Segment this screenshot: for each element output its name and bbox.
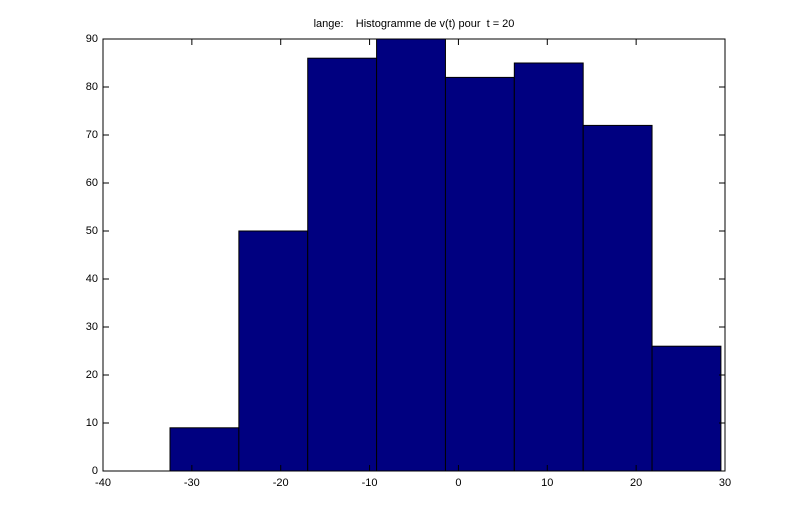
y-tick-label: 20 — [86, 369, 98, 381]
bar — [513, 62, 584, 472]
x-tick-label: 10 — [541, 477, 553, 489]
y-tick-label: 10 — [86, 417, 98, 429]
y-tick-label: 40 — [86, 273, 98, 285]
axes-box — [102, 38, 726, 472]
x-tick-label: 30 — [719, 477, 731, 489]
x-tick-label: 20 — [630, 477, 642, 489]
x-tick-label: -30 — [184, 477, 200, 489]
y-tick-label: 0 — [92, 465, 98, 477]
x-tick-label: 0 — [455, 477, 461, 489]
x-tick-label: -20 — [273, 477, 289, 489]
bar — [444, 76, 515, 472]
y-tick-label: 60 — [86, 177, 98, 189]
x-tick-label: -10 — [362, 477, 378, 489]
y-tick-label: 80 — [86, 81, 98, 93]
chart-title: lange: Histogramme de v(t) pour t = 20 — [314, 18, 515, 30]
bar — [376, 38, 446, 472]
y-tick-label: 30 — [86, 321, 98, 333]
bar — [651, 345, 722, 472]
bar — [169, 427, 240, 472]
bar — [307, 57, 378, 472]
y-tick-label: 50 — [86, 225, 98, 237]
y-tick-label: 70 — [86, 129, 98, 141]
bar — [582, 124, 653, 472]
bar — [238, 230, 309, 472]
x-tick-label: -40 — [95, 477, 111, 489]
y-tick-label: 90 — [86, 33, 98, 45]
